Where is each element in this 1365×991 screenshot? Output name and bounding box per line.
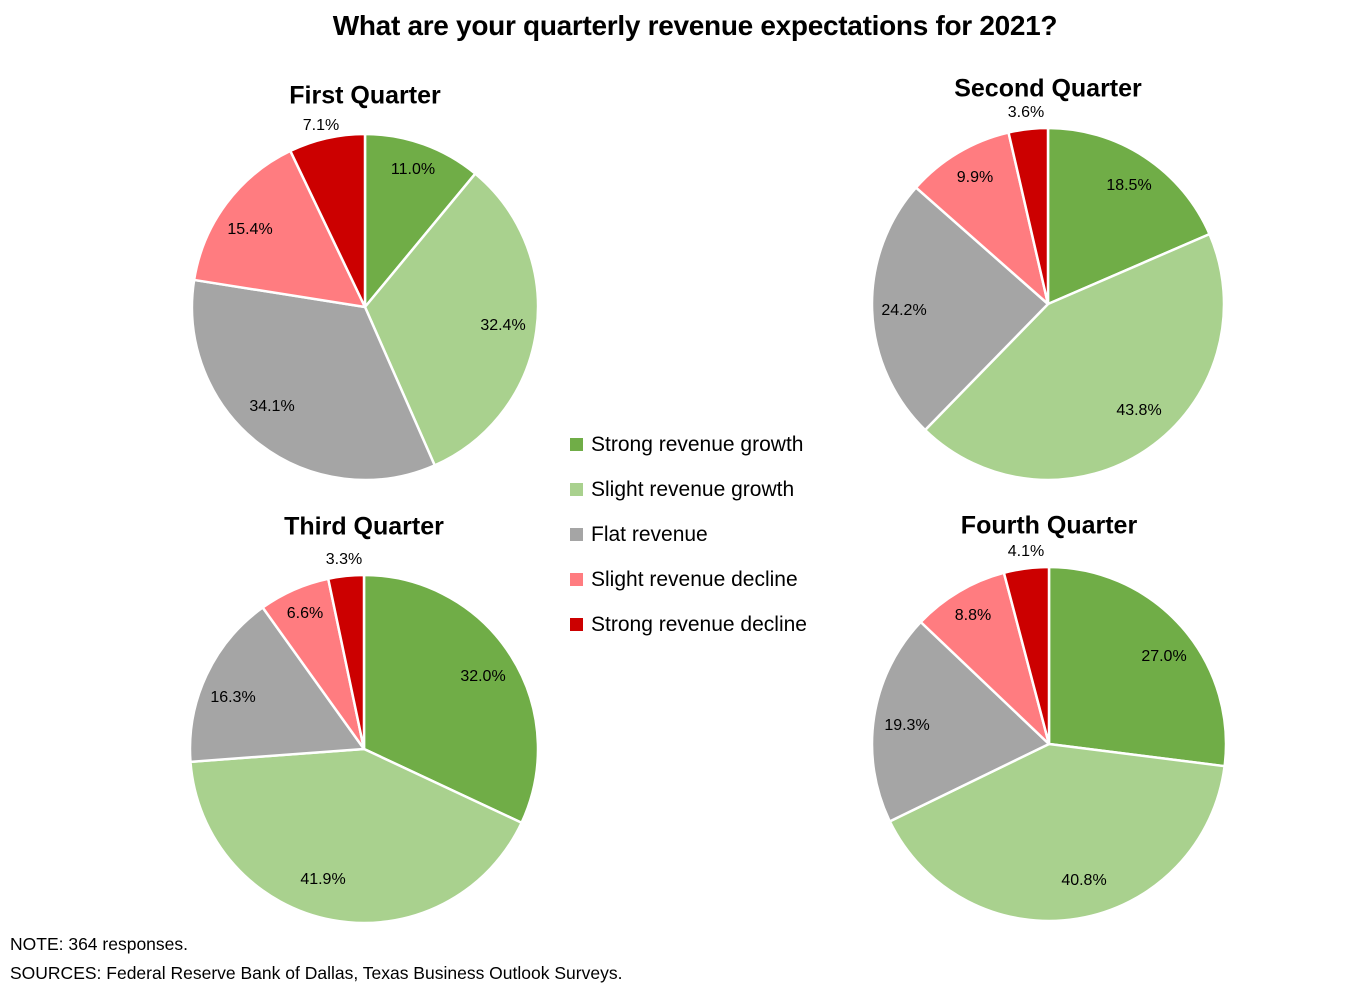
data-label-slight-decline: 6.6%: [287, 605, 323, 622]
data-label-slight-decline: 15.4%: [227, 221, 272, 238]
pie-slice-strong-growth: [1046, 126, 1211, 306]
legend: Strong revenue growth Slight revenue gro…: [570, 422, 807, 647]
pie-slice-strong-growth: [363, 132, 477, 309]
legend-item-slight-decline: Slight revenue decline: [570, 557, 807, 602]
pie-first-quarter: 11.0% 32.4% 34.1% 15.4% 7.1% First Quarter: [190, 82, 540, 482]
pie-slice-slight-growth: [923, 232, 1226, 482]
note-text: NOTE: 364 responses.: [10, 934, 188, 954]
data-label-slight-growth: 32.4%: [480, 317, 525, 334]
data-label-strong-decline: 3.3%: [326, 551, 362, 568]
pie-slice-strong-growth: [1047, 565, 1228, 768]
pie-slice-slight-growth: [363, 172, 540, 467]
pie-slice-strong-decline: [326, 573, 366, 751]
legend-label: Slight revenue growth: [591, 477, 795, 501]
pie-title: Third Quarter: [284, 513, 444, 541]
legend-label: Strong revenue decline: [591, 612, 807, 636]
data-label-strong-growth: 11.0%: [391, 161, 435, 178]
pie-slice-slight-decline: [919, 571, 1051, 746]
data-label-strong-decline: 3.6%: [1008, 104, 1044, 121]
legend-label: Flat revenue: [591, 522, 708, 546]
legend-swatch: [570, 483, 583, 496]
legend-item-strong-growth: Strong revenue growth: [570, 422, 807, 467]
data-label-flat: 19.3%: [884, 717, 929, 734]
legend-item-strong-decline: Strong revenue decline: [570, 602, 807, 647]
data-label-slight-growth: 40.8%: [1061, 872, 1106, 889]
pie-slice-slight-decline: [914, 131, 1050, 306]
legend-item-flat: Flat revenue: [570, 512, 807, 557]
data-label-flat: 24.2%: [881, 302, 926, 319]
pie-slice-slight-decline: [192, 149, 367, 309]
pie-slice-flat: [870, 620, 1051, 823]
pie-title: First Quarter: [289, 82, 441, 110]
legend-swatch: [570, 528, 583, 541]
legend-item-slight-growth: Slight revenue growth: [570, 467, 807, 512]
footnotes: NOTE: 364 responses. SOURCES: Federal Re…: [10, 930, 622, 988]
data-label-slight-growth: 43.8%: [1116, 402, 1161, 419]
data-label-flat: 16.3%: [210, 689, 255, 706]
chart-title: What are your quarterly revenue expectat…: [332, 10, 1058, 41]
pie-title: Fourth Quarter: [961, 512, 1138, 540]
data-label-slight-decline: 8.8%: [955, 607, 991, 624]
legend-label: Slight revenue decline: [591, 567, 798, 591]
pie-title: Second Quarter: [954, 75, 1142, 103]
pie-slice-flat: [188, 606, 366, 764]
legend-swatch: [570, 438, 583, 451]
pie-slice-flat: [190, 278, 436, 482]
pie-slice-slight-growth: [888, 742, 1226, 923]
pie-second-quarter: 18.5% 43.8% 24.2% 9.9% 3.6%Second Quarter: [870, 75, 1226, 482]
data-label-strong-growth: 18.5%: [1106, 177, 1151, 194]
pie-slice-flat: [870, 186, 1050, 432]
pie-slice-strong-decline: [289, 132, 367, 309]
data-label-strong-decline: 7.1%: [303, 117, 339, 134]
pie-slice-strong-decline: [1007, 126, 1050, 306]
pie-slice-slight-growth: [189, 747, 523, 925]
sources-text: SOURCES: Federal Reserve Bank of Dallas,…: [10, 963, 623, 983]
data-label-slight-decline: 9.9%: [957, 169, 993, 186]
pie-third-quarter: 32.0% 41.9% 16.3% 6.6% 3.3% Third Quarter: [188, 513, 540, 925]
data-label-strong-growth: 27.0%: [1141, 648, 1186, 665]
pie-slice-strong-decline: [1002, 565, 1051, 746]
pie-fourth-quarter: 27.0% 40.8% 19.3% 8.8% 4.1% Fourth Quarter: [870, 512, 1228, 923]
legend-swatch: [570, 573, 583, 586]
data-label-slight-growth: 41.9%: [300, 871, 345, 888]
data-label-strong-growth: 32.0%: [460, 668, 505, 685]
data-label-strong-decline: 4.1%: [1008, 543, 1044, 560]
data-label-flat: 34.1%: [249, 398, 294, 415]
pie-slice-strong-growth: [362, 573, 540, 825]
legend-label: Strong revenue growth: [591, 432, 804, 456]
legend-swatch: [570, 618, 583, 631]
